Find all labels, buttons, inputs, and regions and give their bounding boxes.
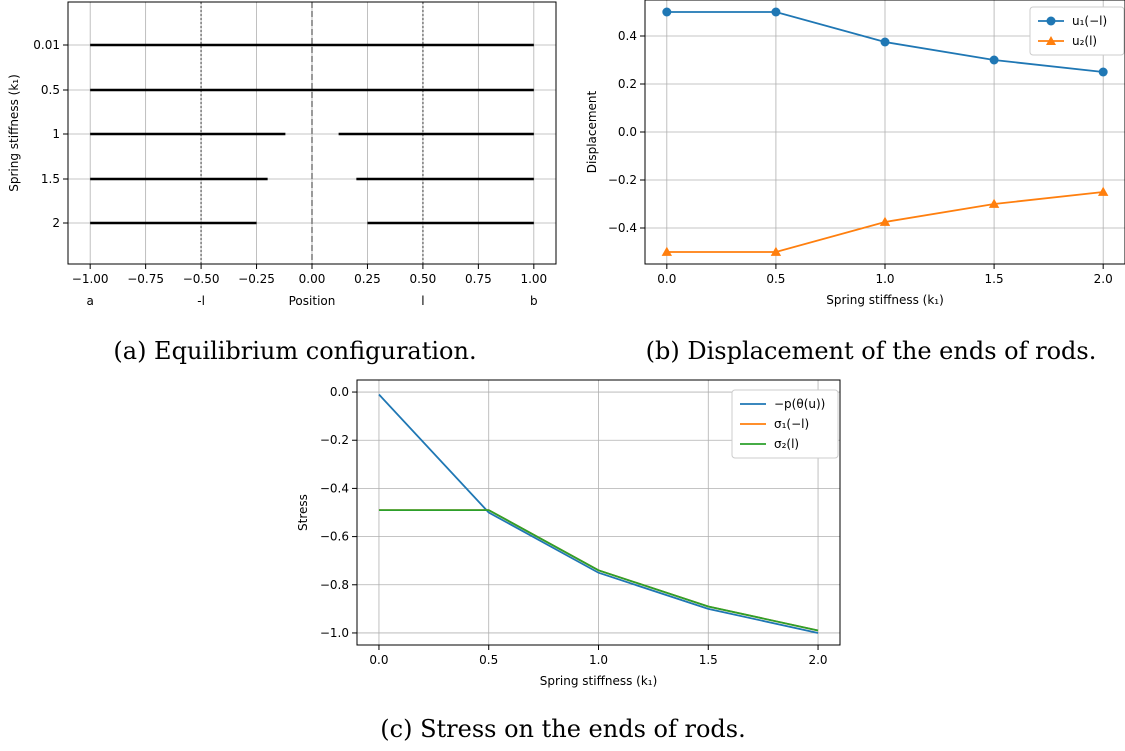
legend-marker-triangle — [1046, 36, 1056, 45]
x-tick-label: 1.0 — [875, 272, 894, 286]
data-point-triangle — [770, 246, 782, 256]
legend-label: −p(θ(u)) — [774, 397, 825, 411]
caption-b: (b) Displacement of the ends of rods. — [646, 337, 1097, 365]
data-point-triangle — [1097, 186, 1109, 196]
y-tick-label-a: 2 — [52, 216, 60, 230]
y-tick-label-a: 0.01 — [33, 38, 60, 52]
x-tick-label-a: −0.25 — [238, 272, 275, 286]
x-tick-label: 0.0 — [657, 272, 676, 286]
y-axis-label: Stress — [296, 494, 310, 531]
legend-label: σ₂(l) — [774, 437, 799, 451]
y-tick-label-a: 1.5 — [41, 172, 60, 186]
series-line-3 — [378, 509, 819, 632]
data-point-circle — [989, 55, 999, 65]
x-tick-label-a: −0.50 — [183, 272, 220, 286]
legend: −p(θ(u)) σ₁(−l) σ₂(l) — [731, 389, 839, 459]
data-point-circle — [771, 7, 781, 17]
y-tick-label: −0.2 — [320, 433, 349, 447]
y-tick-label: 0.0 — [618, 125, 637, 139]
x-axis-label: Spring stiffness (k₁) — [826, 293, 944, 307]
panel-b-displacement-chart: 0.0 0.5 1.0 1.5 2.0 0.4 0.2 0.0 −0.2 −0.4 Spring s… — [585, 0, 1125, 307]
y-axis-label: Displacement — [585, 90, 599, 173]
x-tick-label-a: 0.25 — [354, 272, 381, 286]
y-tick-label: 0.4 — [618, 29, 637, 43]
x-annotation-label: -l — [197, 294, 205, 308]
y-tick-label: −1.0 — [320, 626, 349, 640]
x-tick-label: 0.0 — [369, 653, 388, 667]
x-tick-label-a: 0.00 — [299, 272, 326, 286]
x-tick-label: 1.5 — [985, 272, 1004, 286]
data-point-triangle — [988, 198, 1000, 208]
y-tick-label: −0.4 — [608, 221, 637, 235]
data-point-circle — [662, 7, 672, 17]
x-tick-label: 1.5 — [699, 653, 718, 667]
y-tick-label: −0.6 — [320, 530, 349, 544]
x-axis-label: Spring stiffness (k₁) — [540, 674, 658, 688]
x-axis-label-a: Position — [289, 294, 336, 308]
axes-frame — [644, 0, 1125, 265]
panel-c-stress-chart: 0.0 0.5 1.0 1.5 2.0 0.0 −0.2 −0.4 −0.6 −0.8 −1.0 Sp… — [296, 379, 841, 688]
legend-label: u₂(l) — [1072, 34, 1097, 48]
y-tick-label-a: 1 — [52, 127, 60, 141]
y-tick-label: −0.2 — [608, 173, 637, 187]
legend-box — [731, 389, 839, 459]
data-point-triangle — [879, 216, 891, 226]
x-tick-label: 1.0 — [589, 653, 608, 667]
x-tick-label-a: 0.50 — [410, 272, 437, 286]
x-annotation-label: a — [87, 294, 94, 308]
y-axis-label-a: Spring stiffness (k₁) — [7, 74, 21, 192]
axes-frame-a — [67, 1, 557, 265]
data-point-circle — [880, 37, 890, 47]
caption-a: (a) Equilibrium configuration. — [113, 337, 476, 365]
x-annotation-label: b — [530, 294, 538, 308]
series-line-1 — [378, 393, 819, 634]
panel-a-equilibrium-chart: −1.00 −0.75 −0.50 −0.25 0.00 0.25 0.50 0.75 1.00… — [7, 1, 557, 308]
x-annotation-label: l — [421, 294, 424, 308]
caption-c: (c) Stress on the ends of rods. — [380, 715, 745, 743]
x-tick-label-a: −0.75 — [127, 272, 164, 286]
y-tick-label: −0.8 — [320, 578, 349, 592]
axes-frame — [356, 379, 841, 646]
x-tick-label-a: 1.00 — [520, 272, 547, 286]
legend-label: u₁(−l) — [1072, 14, 1107, 28]
legend-marker-circle — [1046, 16, 1056, 26]
x-tick-label: 2.0 — [808, 653, 827, 667]
legend-label: σ₁(−l) — [774, 417, 809, 431]
x-tick-label-a: 0.75 — [465, 272, 492, 286]
legend: u₁(−l) u₂(l) — [1029, 6, 1125, 56]
y-tick-label: 0.2 — [618, 77, 637, 91]
x-tick-label: 0.5 — [479, 653, 498, 667]
data-point-triangle — [661, 246, 673, 256]
x-tick-label: 0.5 — [766, 272, 785, 286]
y-tick-label: 0.0 — [330, 385, 349, 399]
y-tick-label: −0.4 — [320, 481, 349, 495]
x-tick-label: 2.0 — [1094, 272, 1113, 286]
y-tick-label-a: 0.5 — [41, 83, 60, 97]
data-point-circle — [1098, 67, 1108, 77]
x-tick-label-a: −1.00 — [72, 272, 109, 286]
